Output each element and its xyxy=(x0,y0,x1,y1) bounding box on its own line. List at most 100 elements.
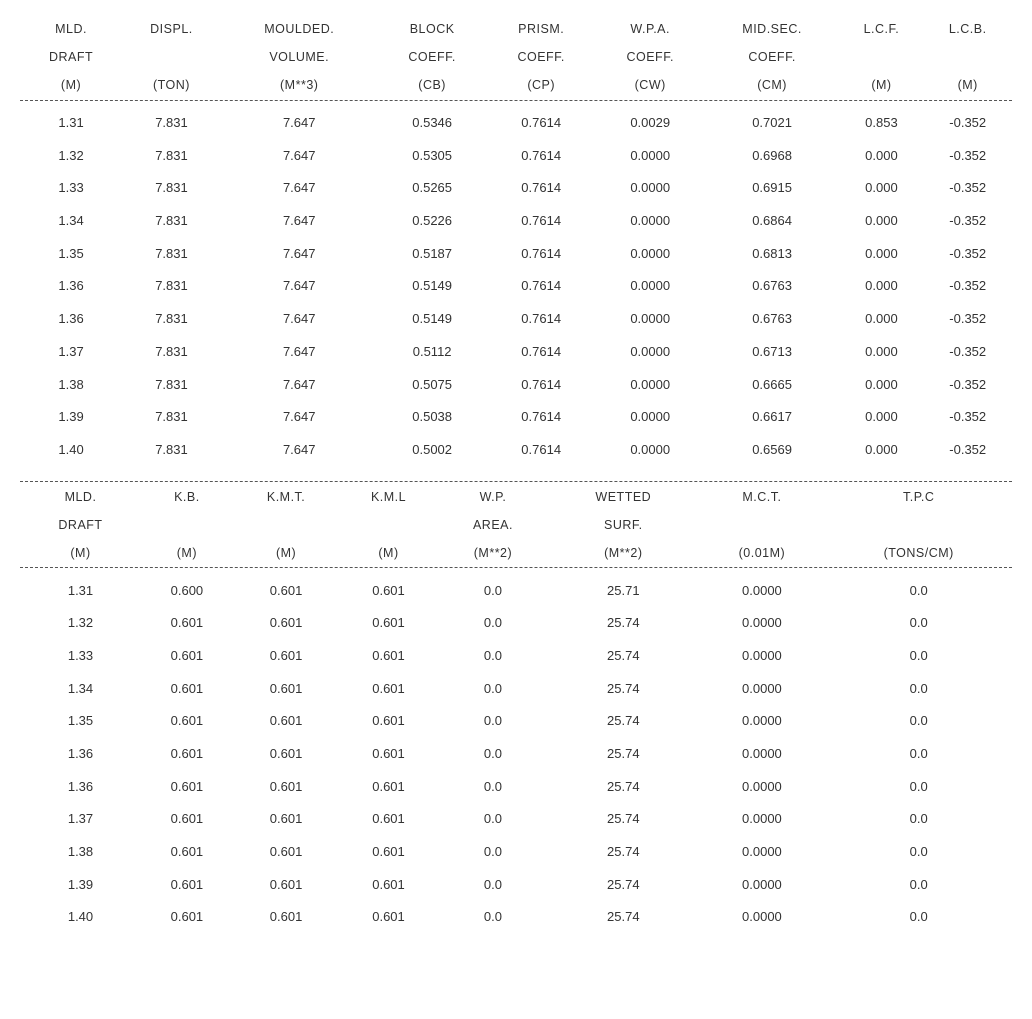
table-row: 1.340.6010.6010.6010.025.740.00000.0 xyxy=(20,673,1012,706)
table-cell: 0.0000 xyxy=(698,901,825,934)
table-cell: 1.36 xyxy=(20,738,141,771)
table-cell: 25.74 xyxy=(548,673,698,706)
table-cell: 0.000 xyxy=(839,238,923,271)
table-cell: 0.601 xyxy=(339,803,437,836)
table-cell: 0.5346 xyxy=(378,107,487,140)
col-header: (TON) xyxy=(122,71,221,99)
table-cell: 0.0 xyxy=(825,705,1012,738)
table-row: 1.350.6010.6010.6010.025.740.00000.0 xyxy=(20,705,1012,738)
table-cell: 0.5002 xyxy=(378,434,487,467)
table-cell: 0.5265 xyxy=(378,172,487,205)
table-cell: 0.5112 xyxy=(378,336,487,369)
table-cell: 7.647 xyxy=(221,238,378,271)
table-cell: 0.0 xyxy=(438,640,549,673)
table-cell: 0.5226 xyxy=(378,205,487,238)
table-cell: 7.831 xyxy=(122,434,221,467)
table2-header-row2: DRAFT AREA. SURF. xyxy=(20,511,1012,539)
table-cell: 0.0000 xyxy=(596,172,705,205)
table-cell: 0.0000 xyxy=(698,640,825,673)
table-cell: 0.6569 xyxy=(705,434,840,467)
table-cell: 0.601 xyxy=(233,901,340,934)
table-cell: 7.647 xyxy=(221,107,378,140)
table-cell: 0.601 xyxy=(141,869,233,902)
table-cell: 7.831 xyxy=(122,401,221,434)
table-cell: 0.601 xyxy=(141,836,233,869)
table-cell: 0.0 xyxy=(825,901,1012,934)
table-cell: 25.74 xyxy=(548,901,698,934)
col-header: PRISM. xyxy=(487,15,596,43)
table-row: 1.327.8317.6470.53050.76140.00000.69680.… xyxy=(20,140,1012,173)
table-cell: 0.601 xyxy=(233,705,340,738)
table-cell: 0.0000 xyxy=(698,869,825,902)
table-cell: 0.601 xyxy=(141,771,233,804)
col-header: DISPL. xyxy=(122,15,221,43)
table-cell: 0.0 xyxy=(825,869,1012,902)
table-cell: 0.6665 xyxy=(705,369,840,402)
table-row: 1.360.6010.6010.6010.025.740.00000.0 xyxy=(20,738,1012,771)
table-cell: 0.000 xyxy=(839,434,923,467)
table-cell: 25.74 xyxy=(548,640,698,673)
table-cell: 7.647 xyxy=(221,172,378,205)
col-header: (M**3) xyxy=(221,71,378,99)
table-cell: 0.7614 xyxy=(487,434,596,467)
table-cell: 0.000 xyxy=(839,401,923,434)
col-header xyxy=(233,511,340,539)
table-cell: 0.0 xyxy=(438,869,549,902)
table-cell: -0.352 xyxy=(923,205,1012,238)
table-cell: 0.0000 xyxy=(698,673,825,706)
table-cell: 0.0 xyxy=(438,607,549,640)
table-cell: 0.0000 xyxy=(596,303,705,336)
table-cell: -0.352 xyxy=(923,172,1012,205)
table-cell: 0.5149 xyxy=(378,303,487,336)
table-cell: -0.352 xyxy=(923,270,1012,303)
table-cell: 0.7614 xyxy=(487,172,596,205)
table-cell: 0.0 xyxy=(825,771,1012,804)
col-header: DRAFT xyxy=(20,511,141,539)
table2-header-row1: MLD. K.B. K.M.T. K.M.L W.P. WETTED M.C.T… xyxy=(20,483,1012,511)
table-cell: 7.647 xyxy=(221,205,378,238)
table-cell: 1.34 xyxy=(20,673,141,706)
table-cell: -0.352 xyxy=(923,434,1012,467)
table-cell: 0.0000 xyxy=(596,434,705,467)
col-header: (0.01M) xyxy=(698,539,825,567)
table-cell: 0.0 xyxy=(825,607,1012,640)
table-cell: 1.39 xyxy=(20,401,122,434)
table-cell: 1.38 xyxy=(20,836,141,869)
col-header: W.P. xyxy=(438,483,549,511)
table-cell: 25.74 xyxy=(548,738,698,771)
table-cell: 0.601 xyxy=(339,901,437,934)
col-header: (M**2) xyxy=(438,539,549,567)
table-cell: 0.5075 xyxy=(378,369,487,402)
table-cell: 1.36 xyxy=(20,771,141,804)
table-cell: 0.601 xyxy=(141,705,233,738)
table-cell: 7.647 xyxy=(221,270,378,303)
table-cell: 1.38 xyxy=(20,369,122,402)
col-header xyxy=(141,511,233,539)
table-cell: 0.601 xyxy=(141,738,233,771)
table-cell: 1.39 xyxy=(20,869,141,902)
col-header: W.P.A. xyxy=(596,15,705,43)
table-cell: 0.601 xyxy=(339,738,437,771)
table-cell: 0.601 xyxy=(339,575,437,608)
table-row: 1.330.6010.6010.6010.025.740.00000.0 xyxy=(20,640,1012,673)
table-row: 1.367.8317.6470.51490.76140.00000.67630.… xyxy=(20,303,1012,336)
table-cell: 0.6713 xyxy=(705,336,840,369)
table-cell: 1.35 xyxy=(20,705,141,738)
table-cell: 7.831 xyxy=(122,172,221,205)
table-cell: -0.352 xyxy=(923,369,1012,402)
table-cell: 0.7614 xyxy=(487,238,596,271)
table-row: 1.347.8317.6470.52260.76140.00000.68640.… xyxy=(20,205,1012,238)
table-cell: 0.0000 xyxy=(596,336,705,369)
table-cell: 0.6864 xyxy=(705,205,840,238)
col-header: MOULDED. xyxy=(221,15,378,43)
table-cell: 0.601 xyxy=(233,771,340,804)
table-cell: 7.831 xyxy=(122,238,221,271)
table-row: 1.397.8317.6470.50380.76140.00000.66170.… xyxy=(20,401,1012,434)
table-cell: 0.6968 xyxy=(705,140,840,173)
table-cell: 0.000 xyxy=(839,336,923,369)
table-cell: 0.6813 xyxy=(705,238,840,271)
table-cell: 1.36 xyxy=(20,303,122,336)
table-cell: 1.35 xyxy=(20,238,122,271)
table-cell: 0.0029 xyxy=(596,107,705,140)
table-cell: -0.352 xyxy=(923,303,1012,336)
